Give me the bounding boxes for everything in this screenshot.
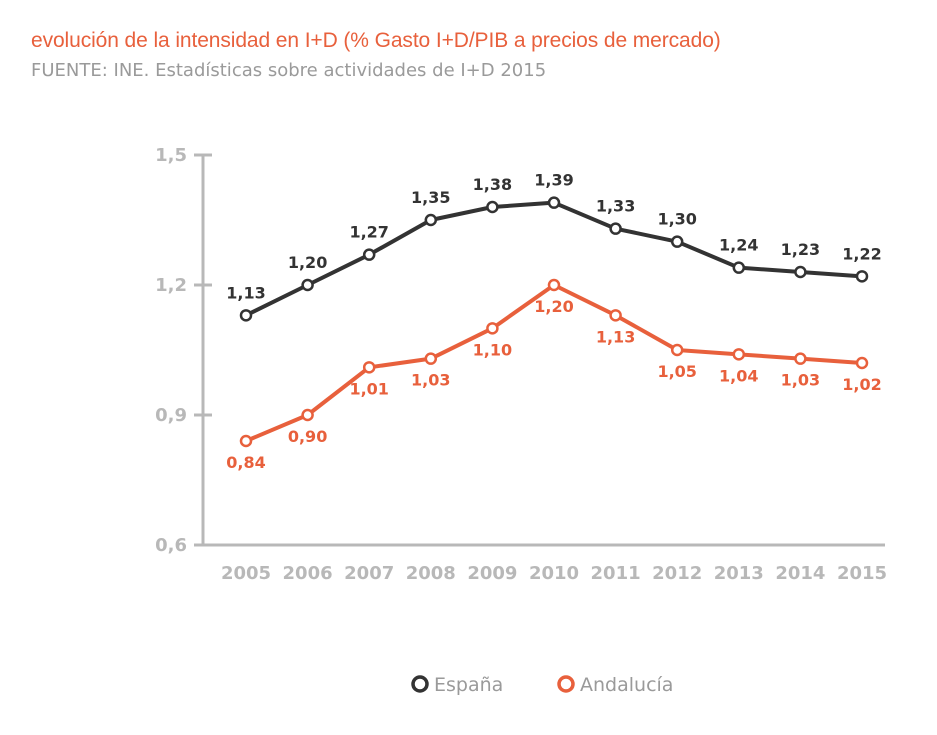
data-point: [732, 348, 746, 361]
data-point: [547, 196, 561, 209]
data-point: [239, 309, 253, 322]
x-tick-label: 2010: [529, 563, 579, 584]
data-label: 1,23: [781, 240, 820, 259]
x-tick-label: 2014: [775, 563, 825, 584]
x-tick-label: 2011: [591, 563, 641, 584]
legend-item: España: [411, 674, 503, 696]
y-tick-label: 1,2: [155, 275, 187, 296]
x-tick-label: 2008: [406, 563, 456, 584]
data-label: 1,39: [534, 171, 573, 190]
data-point: [670, 235, 684, 248]
legend-item: Andalucía: [557, 674, 673, 696]
series-andalucia: 0,84 0,90 1,01 1,03 1,10 1,20 1,13 1,05 1,04 1,03…: [226, 278, 882, 472]
data-point: [424, 213, 438, 227]
data-point: [239, 434, 253, 448]
y-tick-label: 0,9: [155, 405, 187, 426]
y-tick-label: 0,6: [155, 535, 187, 556]
chart-subtitle: FUENTE: INE. Estadísticas sobre activida…: [31, 60, 547, 81]
data-point: [855, 270, 869, 283]
legend-label: Andalucía: [580, 674, 673, 696]
data-label: 1,13: [596, 327, 635, 346]
data-point: [486, 200, 499, 214]
data-label: 1,38: [473, 175, 512, 194]
x-tick-label: 2009: [467, 563, 517, 584]
data-label: 1,35: [411, 188, 450, 207]
chart-legend: España Andalucía: [411, 674, 673, 696]
data-point: [794, 352, 807, 365]
x-tick-label: 2013: [714, 563, 764, 584]
x-tick-label: 2007: [344, 563, 394, 584]
data-point: [547, 278, 561, 292]
data-point: [794, 265, 807, 279]
series-layer: 1,13 1,20 1,27 1,35 1,38 1,39 1,33 1,30 1,24 1,23…: [226, 171, 881, 472]
chart-axes: 0,6 0,9 1,2 1,5 2005 2006 2007 2008 2009 2010 2011…: [155, 145, 887, 584]
data-label: 0,84: [226, 453, 265, 472]
series-espana: 1,13 1,20 1,27 1,35 1,38 1,39 1,33 1,30 1,24 1,23…: [226, 171, 882, 322]
data-label: 1,03: [781, 371, 820, 390]
data-label: 1,30: [657, 210, 696, 229]
legend-marker-icon: [411, 675, 429, 693]
data-label: 1,03: [411, 371, 450, 390]
data-label: 1,04: [719, 366, 758, 385]
data-label: 1,01: [349, 379, 388, 398]
data-point: [609, 222, 622, 235]
data-label: 1,20: [288, 253, 327, 272]
data-label: 0,90: [288, 427, 327, 446]
x-tick-label: 2012: [652, 563, 702, 584]
data-label: 1,24: [719, 236, 758, 255]
data-label: 1,22: [842, 244, 881, 263]
x-tick-label: 2015: [837, 563, 887, 584]
data-point: [486, 322, 499, 335]
data-point: [362, 248, 376, 261]
data-point: [732, 261, 746, 274]
data-point: [855, 356, 869, 370]
data-label: 1,05: [657, 362, 696, 381]
x-tick-label: 2006: [283, 563, 333, 584]
data-point: [362, 361, 376, 374]
data-point: [670, 343, 684, 357]
data-label: 1,20: [534, 297, 573, 316]
x-tick-label: 2005: [221, 563, 271, 584]
legend-marker-icon: [557, 675, 575, 693]
data-label: 1,02: [842, 375, 881, 394]
legend-label: España: [434, 674, 503, 696]
data-label: 1,27: [349, 223, 388, 242]
data-label: 1,10: [473, 340, 512, 359]
data-point: [609, 309, 622, 322]
chart-title: evolución de la intensidad en I+D (% Gas…: [31, 29, 721, 52]
data-point: [301, 278, 314, 292]
data-label: 1,13: [226, 283, 265, 302]
data-point: [301, 408, 314, 422]
data-label: 1,33: [596, 197, 635, 216]
data-point: [424, 352, 438, 365]
y-tick-label: 1,5: [155, 145, 187, 166]
